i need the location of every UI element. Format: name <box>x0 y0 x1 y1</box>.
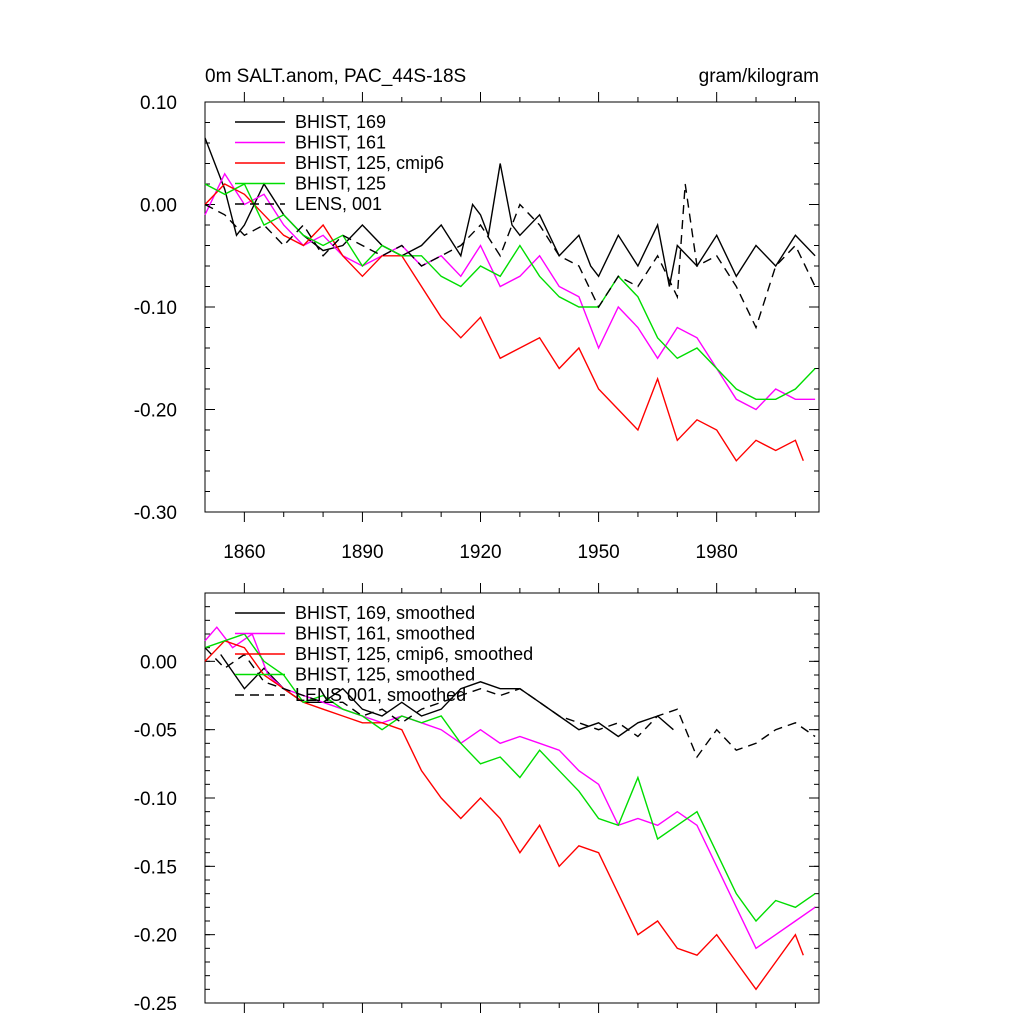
top-xtick-label: 1860 <box>223 542 265 563</box>
top-title-right: gram/kilogram <box>699 66 819 87</box>
top-xtick-label: 1980 <box>696 542 738 563</box>
top-series-line-3 <box>204 183 816 400</box>
bottom-ytick-label: -0.10 <box>134 789 177 810</box>
top-series-group <box>204 137 816 462</box>
bottom-legend-label-0: BHIST, 169, smoothed <box>295 603 475 623</box>
bottom-series-group <box>204 626 816 991</box>
top-legend-label-3: BHIST, 125 <box>295 174 386 194</box>
top-title-left: 0m SALT.anom, PAC_44S-18S <box>205 66 466 87</box>
top-series-line-2 <box>204 183 804 462</box>
top-series-line-0 <box>204 137 816 287</box>
top-ytick-label: -0.10 <box>134 298 177 319</box>
top-xtick-label: 1950 <box>577 542 619 563</box>
bottom-axes: 0.00 -0.05 -0.10 -0.15 -0.20 -0.25 <box>134 583 819 1015</box>
bottom-series-line-2 <box>204 639 804 991</box>
bottom-ytick-label: -0.20 <box>134 926 177 947</box>
top-legend-label-0: BHIST, 169 <box>295 112 386 132</box>
bottom-legend-label-4: LENS 001, smoothed <box>295 685 466 705</box>
top-ytick-label: -0.30 <box>134 503 177 524</box>
bottom-ytick-label: -0.15 <box>134 857 177 878</box>
bottom-legend-label-3: BHIST, 125, smoothed <box>295 665 475 685</box>
bottom-ytick-label: 0.00 <box>140 652 177 673</box>
bottom-ytick-label: -0.25 <box>134 994 177 1015</box>
top-legend-label-1: BHIST, 161 <box>295 133 386 153</box>
bottom-ytick-label: -0.05 <box>134 721 177 742</box>
top-xtick-label: 1920 <box>459 542 501 563</box>
top-ytick-label: -0.20 <box>134 401 177 422</box>
top-ytick-label: 0.00 <box>140 196 177 217</box>
top-series-line-1 <box>204 172 816 411</box>
bottom-legend-label-1: BHIST, 161, smoothed <box>295 624 475 644</box>
top-legend-label-2: BHIST, 125, cmip6 <box>295 153 444 173</box>
bottom-series-line-3 <box>204 633 816 923</box>
bottom-legend-label-2: BHIST, 125, cmip6, smoothed <box>295 644 533 664</box>
top-ytick-label: 0.10 <box>140 93 177 114</box>
top-axes: 0.10 0.00 -0.10 -0.20 -0.30 1860 1890 1920 1950 1… <box>134 92 819 563</box>
top-series-line-4 <box>204 183 816 330</box>
top-legend-label-4: LENS, 001 <box>295 194 382 214</box>
top-xtick-label: 1890 <box>341 542 383 563</box>
